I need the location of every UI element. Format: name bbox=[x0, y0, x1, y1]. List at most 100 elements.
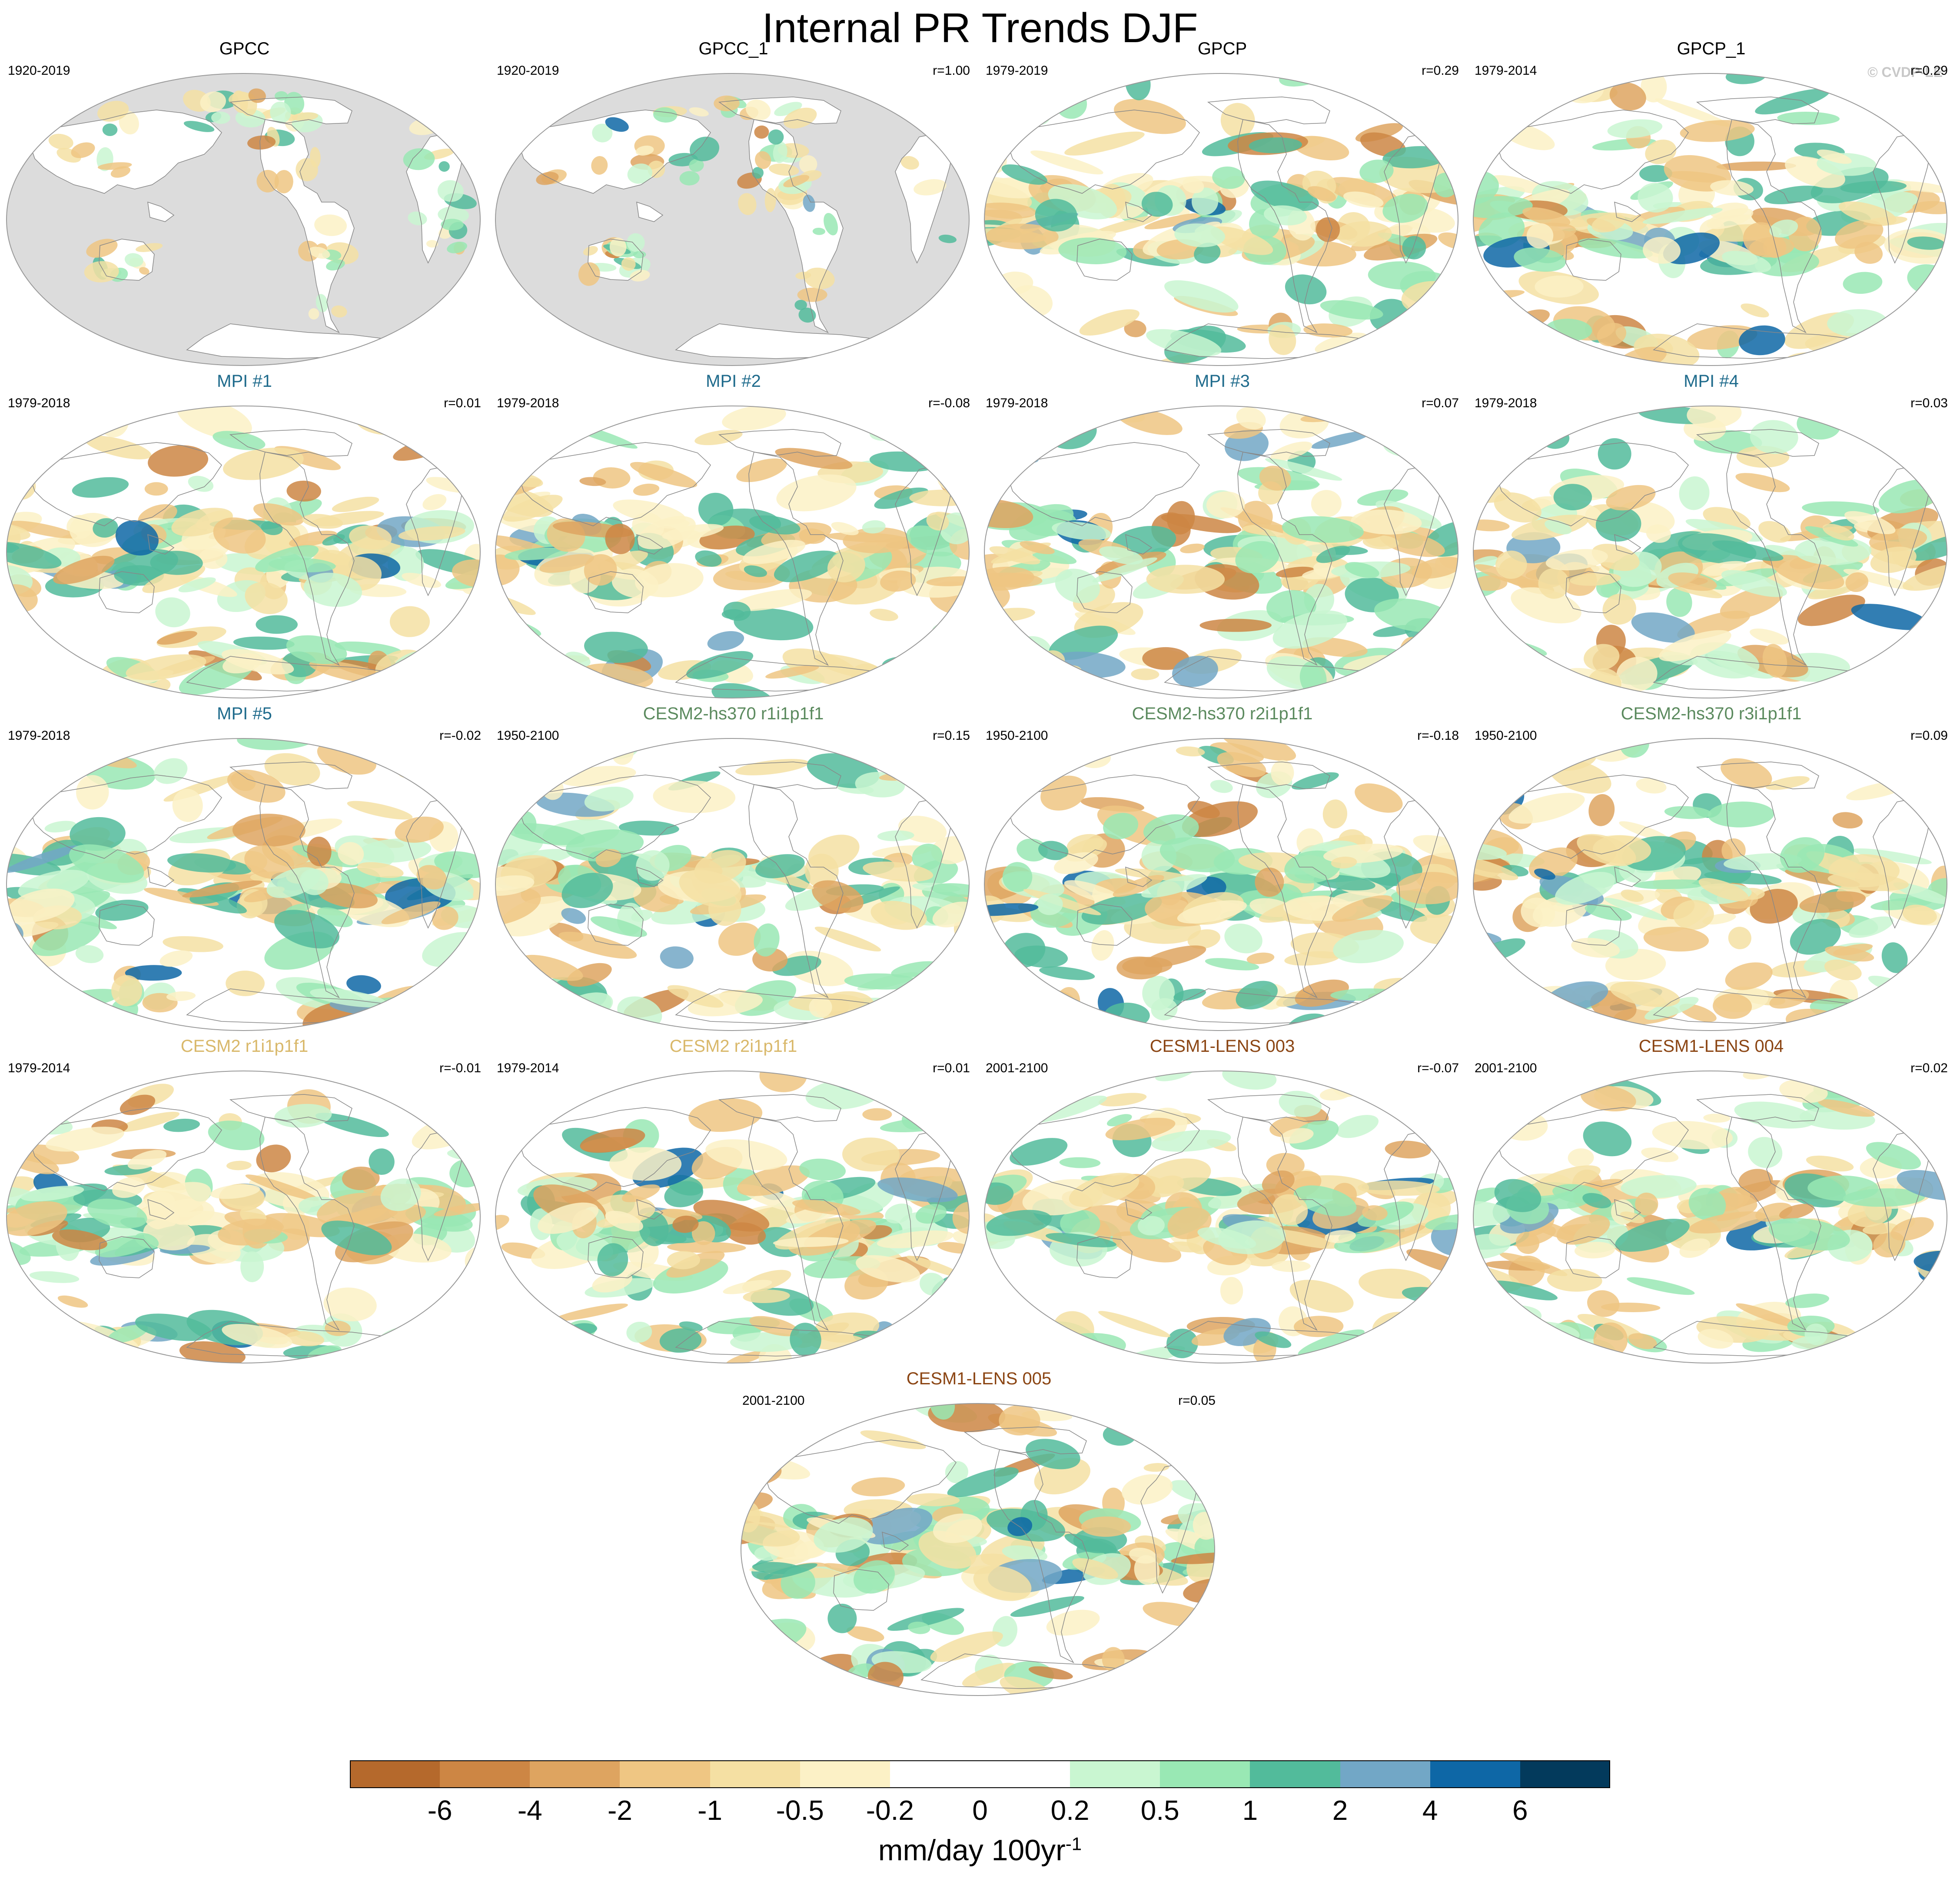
trend-blob bbox=[1779, 1204, 1814, 1220]
trend-blob bbox=[635, 563, 704, 598]
robinson-map bbox=[495, 738, 970, 1031]
trend-blob bbox=[495, 1014, 532, 1031]
trend-blob bbox=[7, 1238, 31, 1266]
trend-blob bbox=[686, 651, 754, 679]
trend-blob bbox=[244, 845, 295, 879]
trend-blob bbox=[274, 170, 293, 193]
trend-blob bbox=[412, 985, 475, 1006]
trend-blob bbox=[1620, 1211, 1645, 1224]
trend-blob bbox=[695, 550, 722, 567]
panel-correlation: r=-0.07 bbox=[1417, 1061, 1459, 1075]
trend-blob bbox=[199, 548, 228, 569]
trend-blob bbox=[565, 829, 644, 861]
trend-blob bbox=[507, 1323, 539, 1336]
trend-blob bbox=[1845, 572, 1869, 592]
panel-title: CESM1-LENS 003 bbox=[1149, 1037, 1295, 1056]
trend-blob bbox=[402, 572, 442, 588]
trend-blob bbox=[505, 547, 568, 560]
trend-blob bbox=[232, 90, 248, 113]
coastline bbox=[833, 1569, 889, 1611]
panel-correlation: r=0.09 bbox=[1910, 728, 1948, 743]
trend-blob bbox=[998, 1324, 1051, 1342]
trend-blob bbox=[1091, 930, 1114, 961]
trend-blob bbox=[1877, 994, 1947, 1024]
trend-blob bbox=[1270, 441, 1312, 461]
trend-blob bbox=[1643, 237, 1681, 264]
trend-blob bbox=[1092, 557, 1157, 582]
trend-blob bbox=[1633, 879, 1711, 889]
trend-blob bbox=[1066, 834, 1104, 855]
trend-blob bbox=[1259, 466, 1291, 491]
trend-blob bbox=[755, 854, 805, 878]
trend-blob bbox=[738, 193, 757, 215]
coastline bbox=[764, 1440, 957, 1524]
trend-blob bbox=[1295, 979, 1349, 1007]
panel-correlation: r=0.29 bbox=[1910, 63, 1948, 78]
coastline bbox=[1497, 442, 1689, 526]
trend-blob bbox=[1210, 226, 1273, 255]
trend-blob bbox=[1673, 900, 1714, 930]
trend-blob bbox=[1473, 1077, 1503, 1088]
map-border bbox=[1473, 1071, 1947, 1363]
trend-blob bbox=[139, 267, 149, 275]
trend-blob bbox=[826, 532, 907, 542]
trend-blob bbox=[1607, 119, 1663, 138]
panel-title: GPCP_1 bbox=[1677, 39, 1746, 58]
trend-blob bbox=[274, 910, 339, 948]
trend-blob bbox=[439, 161, 450, 172]
trend-blob bbox=[653, 780, 736, 813]
trend-blob bbox=[1825, 946, 1874, 962]
trend-blob bbox=[1002, 1545, 1048, 1563]
trend-blob bbox=[137, 1182, 211, 1220]
colorbar-units: mm/day 100yr-1 bbox=[350, 1833, 1610, 1867]
trend-blob bbox=[1902, 904, 1937, 925]
trend-blob bbox=[1000, 1676, 1056, 1696]
coastline bbox=[636, 866, 664, 887]
trend-blob bbox=[1038, 841, 1069, 860]
trend-blob bbox=[1028, 1666, 1073, 1680]
trend-blob bbox=[1479, 406, 1529, 415]
trend-blob bbox=[1280, 1128, 1314, 1144]
trend-blob bbox=[854, 1560, 895, 1594]
map-panel: MPI #5 1979-2018 r=-0.02 bbox=[0, 704, 489, 1037]
trend-blob bbox=[1389, 1071, 1431, 1098]
trend-blob bbox=[302, 514, 343, 529]
map-panel: CESM1-LENS 005 2001-2100 r=0.05 bbox=[734, 1369, 1223, 1702]
trend-blob bbox=[166, 991, 196, 1001]
trend-blob bbox=[1217, 752, 1266, 778]
trend-blob bbox=[808, 835, 860, 870]
trend-blob bbox=[1199, 618, 1272, 632]
trend-blob bbox=[917, 665, 963, 691]
trend-blob bbox=[722, 406, 786, 431]
map-border bbox=[1473, 406, 1947, 698]
trend-blob bbox=[245, 1174, 319, 1201]
trend-blob bbox=[511, 992, 560, 1005]
trend-blob bbox=[584, 786, 634, 811]
trend-blob bbox=[1666, 587, 1692, 617]
trend-blob bbox=[1212, 166, 1245, 189]
trend-blob bbox=[256, 1144, 291, 1173]
trend-blob bbox=[286, 635, 347, 665]
trend-blob bbox=[322, 534, 345, 546]
coastline bbox=[1008, 110, 1200, 194]
trend-blob bbox=[1494, 1179, 1541, 1212]
trend-blob bbox=[1910, 532, 1947, 561]
trend-blob bbox=[200, 91, 226, 113]
trend-blob bbox=[984, 309, 1020, 340]
trend-blob bbox=[502, 495, 563, 522]
map-border bbox=[495, 1071, 970, 1363]
trend-blob bbox=[1197, 1227, 1256, 1249]
trend-blob bbox=[495, 1215, 509, 1232]
trend-blob bbox=[743, 1290, 790, 1303]
trend-blob bbox=[286, 480, 321, 502]
trend-blob bbox=[1860, 342, 1898, 362]
panel-correlation: r=0.03 bbox=[1910, 396, 1948, 410]
robinson-map bbox=[495, 73, 970, 366]
trend-blob bbox=[1174, 223, 1225, 247]
panel-correlation: r=0.01 bbox=[933, 1061, 970, 1075]
trend-blob bbox=[240, 1251, 264, 1282]
trend-blob bbox=[1741, 303, 1769, 318]
colorbar-swatch bbox=[1250, 1760, 1341, 1788]
coastline bbox=[259, 452, 355, 666]
trend-blob bbox=[7, 522, 30, 540]
